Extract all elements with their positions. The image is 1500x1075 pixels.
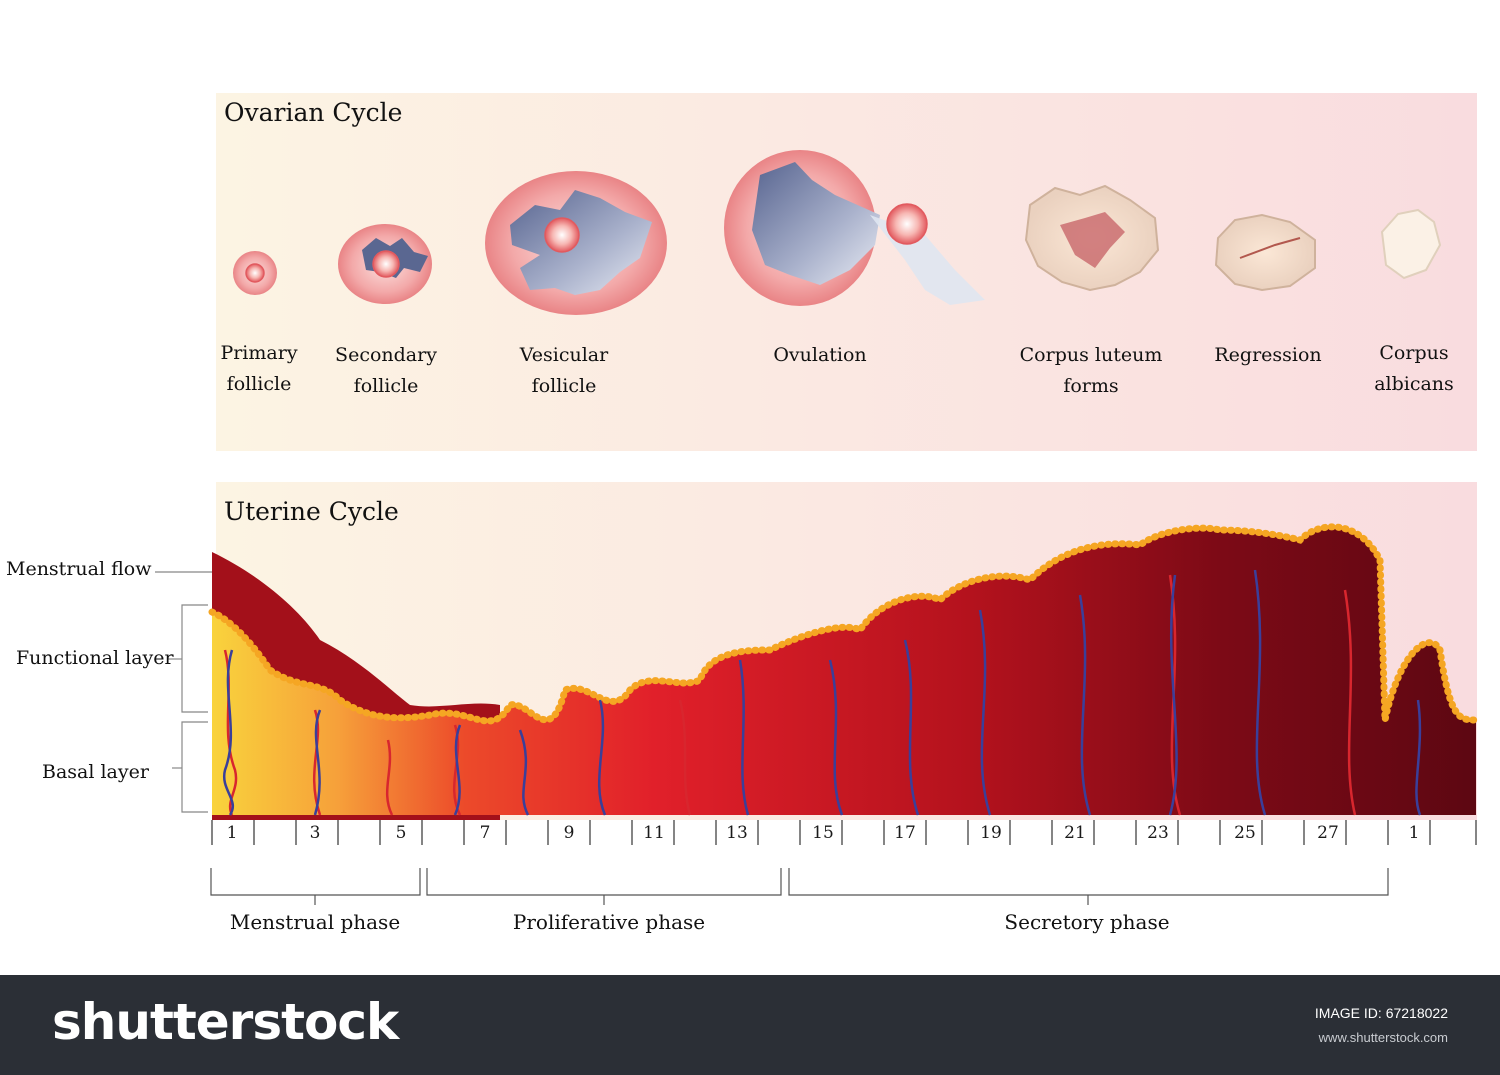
layer-brackets (155, 571, 212, 813)
diagram-canvas (155, 150, 1480, 905)
ovarian-cycle-title: Ovarian Cycle (224, 98, 403, 127)
phase-label-proliferative: Proliferative phase (512, 910, 706, 934)
ovulation-icon (724, 150, 985, 306)
day-label: 11 (643, 823, 665, 843)
label-functional-layer: Functional layer (16, 647, 174, 669)
day-label: 1 (1408, 823, 1420, 843)
day-label: 13 (726, 823, 748, 843)
image-id-value: 67218022 (1385, 1005, 1448, 1021)
regression-icon (1214, 213, 1316, 292)
phase-brackets (210, 868, 1389, 905)
phase-label-menstrual: Menstrual phase (229, 910, 401, 934)
day-label: 5 (395, 823, 407, 843)
blood-vessels (222, 569, 1422, 816)
secondary-follicle-icon (338, 224, 432, 304)
stage-label-regression: Regression (1214, 344, 1322, 366)
label-basal-layer: Basal layer (42, 761, 149, 783)
day-label: 1 (226, 823, 238, 843)
brand-logo: shutterstock (52, 993, 399, 1051)
day-label: 23 (1147, 823, 1169, 843)
corpus-luteum-icon (1024, 184, 1160, 292)
day-label: 17 (894, 823, 916, 843)
image-id-label: IMAGE ID: (1314, 1005, 1382, 1021)
day-ruler (211, 820, 1477, 845)
image-id: IMAGE ID: 67218022 (1315, 1005, 1448, 1021)
day-label: 7 (479, 823, 491, 843)
day-label: 25 (1234, 823, 1256, 843)
stage-label-vesicular-follicle: Vesicular follicle (519, 344, 609, 397)
epithelium-border (208, 523, 1480, 725)
uterine-cycle-title: Uterine Cycle (224, 497, 399, 526)
phase-label-secretory: Secretory phase (1004, 910, 1170, 934)
site-url: www.shutterstock.com (1318, 1030, 1448, 1045)
stage-label-corpus-luteum: Corpus luteum forms (1019, 344, 1163, 397)
stage-label-corpus-albicans: Corpus albicans (1374, 342, 1454, 395)
day-label: 3 (309, 823, 321, 843)
day-label: 19 (980, 823, 1002, 843)
day-label: 15 (812, 823, 834, 843)
stage-label-secondary-follicle: Secondary follicle (335, 344, 437, 397)
day-label: 9 (563, 823, 575, 843)
day-labels: 1 3 5 7 9 11 13 15 17 19 21 23 25 27 1 (0, 820, 1500, 846)
functional-layer (212, 526, 1476, 815)
footer-bar: shutterstock IMAGE ID: 67218022 www.shut… (0, 975, 1500, 1075)
label-menstrual-flow: Menstrual flow (6, 558, 152, 580)
corpus-albicans-icon (1380, 208, 1442, 280)
vesicular-follicle-icon (485, 171, 667, 315)
stage-label-ovulation: Ovulation (773, 344, 867, 366)
day-label: 21 (1064, 823, 1086, 843)
stage-label-primary-follicle: Primary follicle (220, 342, 298, 395)
day-label: 27 (1317, 823, 1339, 843)
primary-follicle-icon (233, 251, 277, 295)
